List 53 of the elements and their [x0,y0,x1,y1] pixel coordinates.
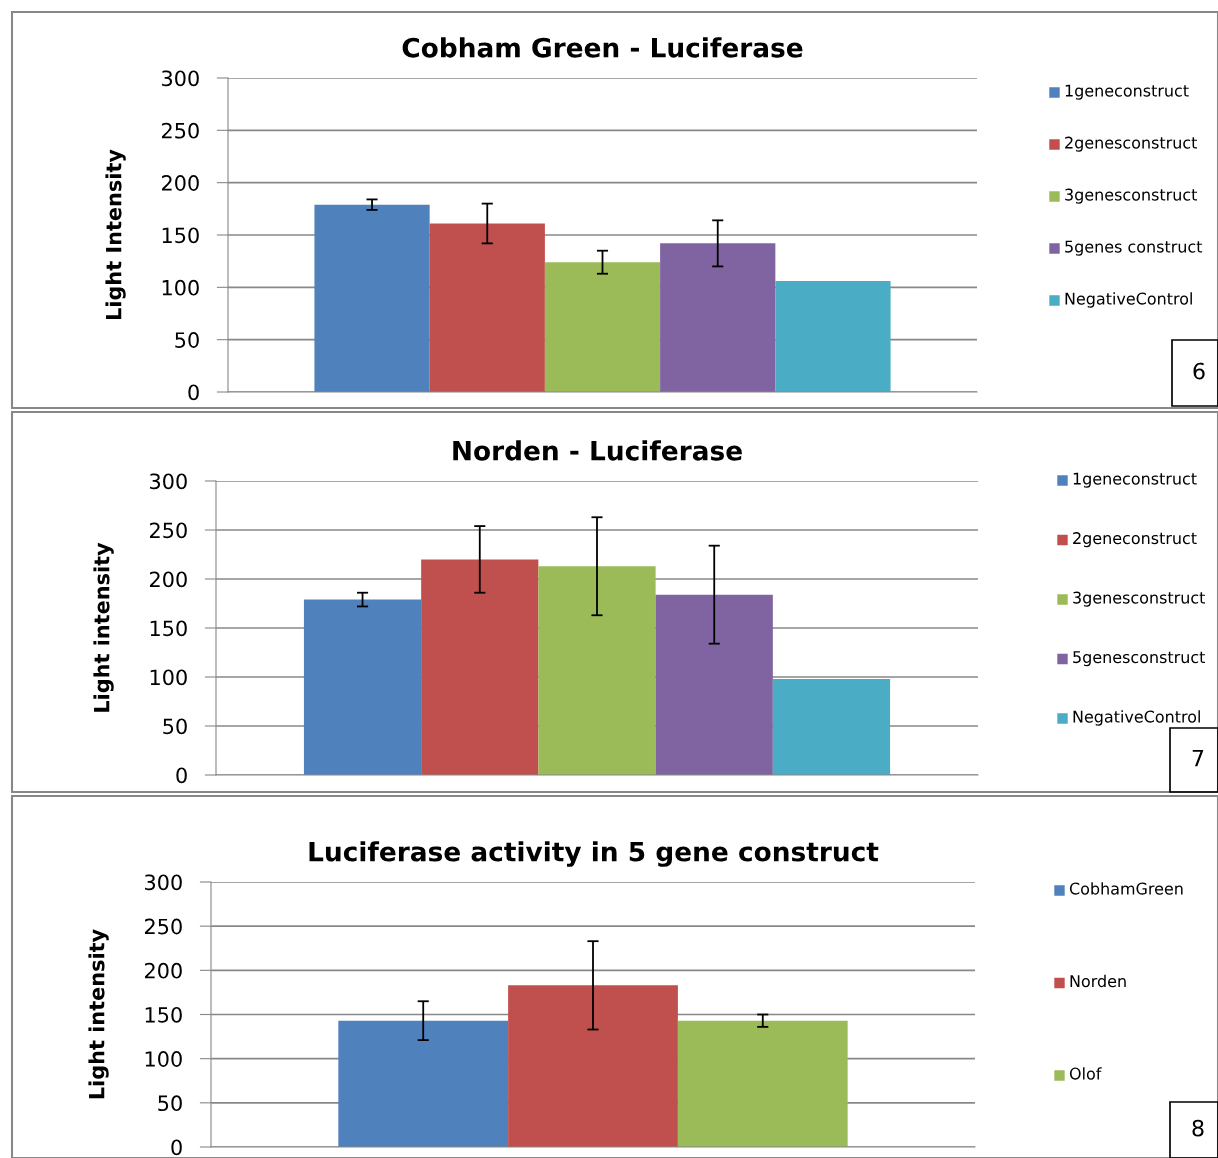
bar [421,559,539,775]
legend-label: CobhamGreen [1069,882,1183,895]
y-tick-label: 150 [150,620,187,637]
y-tick-label: 100 [150,669,187,686]
y-tick-label: 300 [162,70,199,87]
y-tick-label: 300 [145,874,182,891]
legend-label: 5genes construct [1065,240,1203,256]
y-axis-title: Light Intensity [105,149,126,320]
bar [775,281,891,392]
chart-title: Cobham Green - Luciferase [402,37,803,58]
bar [303,599,422,775]
y-tick-label: 300 [150,473,187,490]
y-tick-label: 100 [145,1051,182,1067]
bar [538,566,656,775]
bar [655,594,773,775]
legend-label: 2genesconstruct [1065,136,1198,152]
y-tick-label: 50 [175,332,199,348]
text: 6 [1193,362,1205,380]
legend-label: Olof [1069,1067,1102,1080]
bar [772,678,891,775]
legend-label: NegativeControl [1065,292,1192,308]
y-tick-label: 150 [145,1006,182,1023]
y-tick-label: 250 [144,918,182,935]
y-tick-label: 0 [176,767,187,784]
bar [314,204,430,392]
chart-title: Norden - Luciferase [453,440,742,461]
legend-label: NegativeControl [1073,710,1200,726]
legend-label: 2geneconstruct [1073,532,1197,548]
y-tick-label: 200 [144,962,182,979]
y-tick-label: 50 [158,1095,182,1112]
y-tick-label: 0 [171,1139,182,1156]
legend-label: 5genesconstruct [1073,651,1206,667]
y-tick-label: 250 [149,522,187,539]
y-tick-label: 0 [188,384,199,401]
y-axis-title: Light intensity [88,929,109,1099]
text: 7 [1192,749,1204,767]
bar [429,223,545,392]
text: 8 [1192,1119,1204,1137]
legend-label: 3genesconstruct [1065,188,1198,204]
legend-label: 1geneconstruct [1065,84,1189,100]
legend-label: Norden [1070,974,1126,988]
y-tick-label: 100 [162,279,199,296]
bar [544,262,661,392]
y-tick-label: 150 [162,227,199,244]
y-axis-title: Light intensity [93,542,114,712]
legend-label: 3genesconstruct [1073,591,1206,607]
legend-label: 1geneconstruct [1073,472,1197,488]
y-tick-label: 200 [149,571,187,588]
y-tick-label: 50 [163,718,187,735]
y-tick-label: 250 [161,122,199,139]
y-tick-label: 200 [161,175,199,191]
bar [660,243,776,392]
chart-title: Luciferase activity in 5 gene construct [309,841,879,867]
